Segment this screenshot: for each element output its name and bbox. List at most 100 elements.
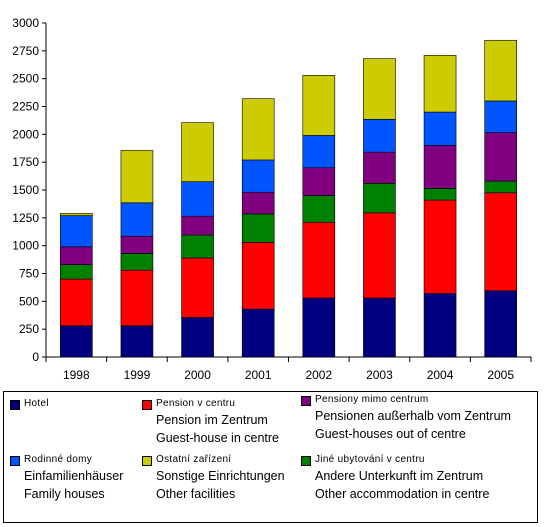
y-tick-label: 1750 <box>12 155 39 169</box>
legend-item-pension-out: Pensiony mimo centrum Pensionen außerhal… <box>315 393 511 443</box>
legend-swatch-other <box>142 456 152 466</box>
bar-segment <box>423 145 457 189</box>
bar-segment <box>60 215 93 248</box>
x-tick-label: 2001 <box>245 368 272 382</box>
bar-segment <box>60 325 93 358</box>
x-tick-label: 2003 <box>366 368 393 382</box>
legend-item-hotel: Hotel <box>24 397 49 411</box>
legend-de-other-acc: Andere Unterkunft im Zentrum <box>315 469 484 483</box>
y-tick-label: 1500 <box>12 183 39 197</box>
bar-segment <box>241 213 275 243</box>
bar-segment <box>423 111 457 146</box>
bar-segment <box>120 269 154 327</box>
bar-segment <box>423 188 457 201</box>
legend-de-pension-centre: Pension im Zentrum <box>156 413 268 427</box>
y-tick-label: 2500 <box>12 72 39 86</box>
bar-segment <box>241 98 275 161</box>
bar-segment <box>181 317 214 358</box>
bar-segment <box>363 212 396 299</box>
legend-label-pension-centre: Pension v centru <box>156 398 236 409</box>
y-tick-label: 500 <box>19 294 39 308</box>
bar-segment <box>363 297 396 358</box>
bar-segment <box>423 293 457 358</box>
bar-segment <box>484 180 517 194</box>
bar-segment <box>181 257 214 318</box>
bar-segment <box>363 151 396 184</box>
legend-de-pension-out: Pensionen außerhalb vom Zentrum <box>315 409 511 423</box>
bar-segment <box>181 181 214 217</box>
legend-swatch-family <box>10 456 20 466</box>
bar-segment <box>363 183 396 214</box>
y-tick-label: 250 <box>19 322 39 336</box>
y-tick-label: 1250 <box>12 211 39 225</box>
bar-segment <box>423 54 457 113</box>
x-tick-label: 2002 <box>305 368 332 382</box>
bar-segment <box>120 253 154 271</box>
legend: Hotel Pension v centru Pension im Zentru… <box>3 391 538 523</box>
legend-item-family: Rodinné domy Einfamilienhäuser Family ho… <box>24 453 123 503</box>
y-tick-label: 3000 <box>12 16 39 30</box>
bar-segment <box>60 278 93 327</box>
bar-segment <box>302 75 336 136</box>
y-tick-label: 2750 <box>12 44 39 58</box>
x-tick-label: 2004 <box>427 368 454 382</box>
bar-segment <box>181 215 214 236</box>
bar-segment <box>120 325 154 358</box>
bar-segment <box>302 297 336 358</box>
y-tick-label: 2000 <box>12 127 39 141</box>
x-tick-label: 1999 <box>124 368 151 382</box>
bar-segment <box>120 235 154 254</box>
bar-segment <box>60 246 93 265</box>
legend-item-pension-centre: Pension v centru Pension im Zentrum Gues… <box>156 397 279 447</box>
bar-segment <box>363 58 396 120</box>
x-tick-label: 1998 <box>63 368 90 382</box>
bar-segment <box>241 308 275 358</box>
bar-segment <box>241 191 275 215</box>
legend-en-other: Other facilities <box>156 487 236 501</box>
bar-segment <box>120 202 154 237</box>
bar-segment <box>363 119 396 153</box>
legend-label-other: Ostatní zařízení <box>156 454 232 465</box>
legend-swatch-pension-out <box>301 396 311 406</box>
bar-segment <box>484 132 517 182</box>
bar-segment <box>302 221 336 299</box>
bar-segment <box>302 135 336 169</box>
y-tick-label: 2250 <box>12 100 39 114</box>
bar-segment <box>120 150 154 204</box>
legend-label-hotel: Hotel <box>24 398 49 409</box>
x-tick-label: 2005 <box>487 368 514 382</box>
legend-de-other: Sonstige Einrichtungen <box>156 469 285 483</box>
bar-segment <box>484 192 517 292</box>
bar-segment <box>484 290 517 358</box>
bar-segment <box>484 39 517 102</box>
bar-segment <box>60 213 93 216</box>
legend-item-other: Ostatní zařízení Sonstige Einrichtungen … <box>156 453 285 503</box>
legend-swatch-hotel <box>10 400 20 410</box>
legend-en-family: Family houses <box>24 487 105 501</box>
y-axis-ticks: 0 250 500 750 1000 1250 1500 1750 2000 2250 2500 27… <box>12 16 46 364</box>
bar-segment <box>181 234 214 259</box>
legend-en-pension-centre: Guest-house in centre <box>156 431 279 445</box>
legend-swatch-other-acc <box>301 456 311 466</box>
bar-segment <box>60 264 93 280</box>
legend-label-other-acc: Jiné ubytování v centru <box>315 454 425 465</box>
bar-segment <box>181 122 214 182</box>
bar-segment <box>302 195 336 223</box>
bar-segment <box>241 159 275 193</box>
bar-segment <box>241 242 275 310</box>
y-tick-label: 0 <box>32 350 39 364</box>
legend-en-other-acc: Other accommodation in centre <box>315 487 490 501</box>
chart-bars <box>60 39 517 358</box>
legend-item-other-acc: Jiné ubytování v centru Andere Unterkunf… <box>315 453 489 503</box>
x-axis-ticks: 1998 1999 2000 2001 2002 2003 2004 2005 <box>45 357 532 382</box>
legend-label-family: Rodinné domy <box>24 454 93 465</box>
y-tick-label: 750 <box>19 267 39 281</box>
legend-swatch-pension-centre <box>142 400 152 410</box>
stacked-bar-chart: 0 250 500 750 1000 1250 1500 1750 2000 2250 2500 27… <box>12 16 532 382</box>
y-tick-label: 1000 <box>12 239 39 253</box>
legend-label-pension-out: Pensiony mimo centrum <box>315 394 429 405</box>
bar-segment <box>423 199 457 294</box>
legend-en-pension-out: Guest-houses out of centre <box>315 427 466 441</box>
x-tick-label: 2000 <box>184 368 211 382</box>
bar-segment <box>484 100 517 133</box>
